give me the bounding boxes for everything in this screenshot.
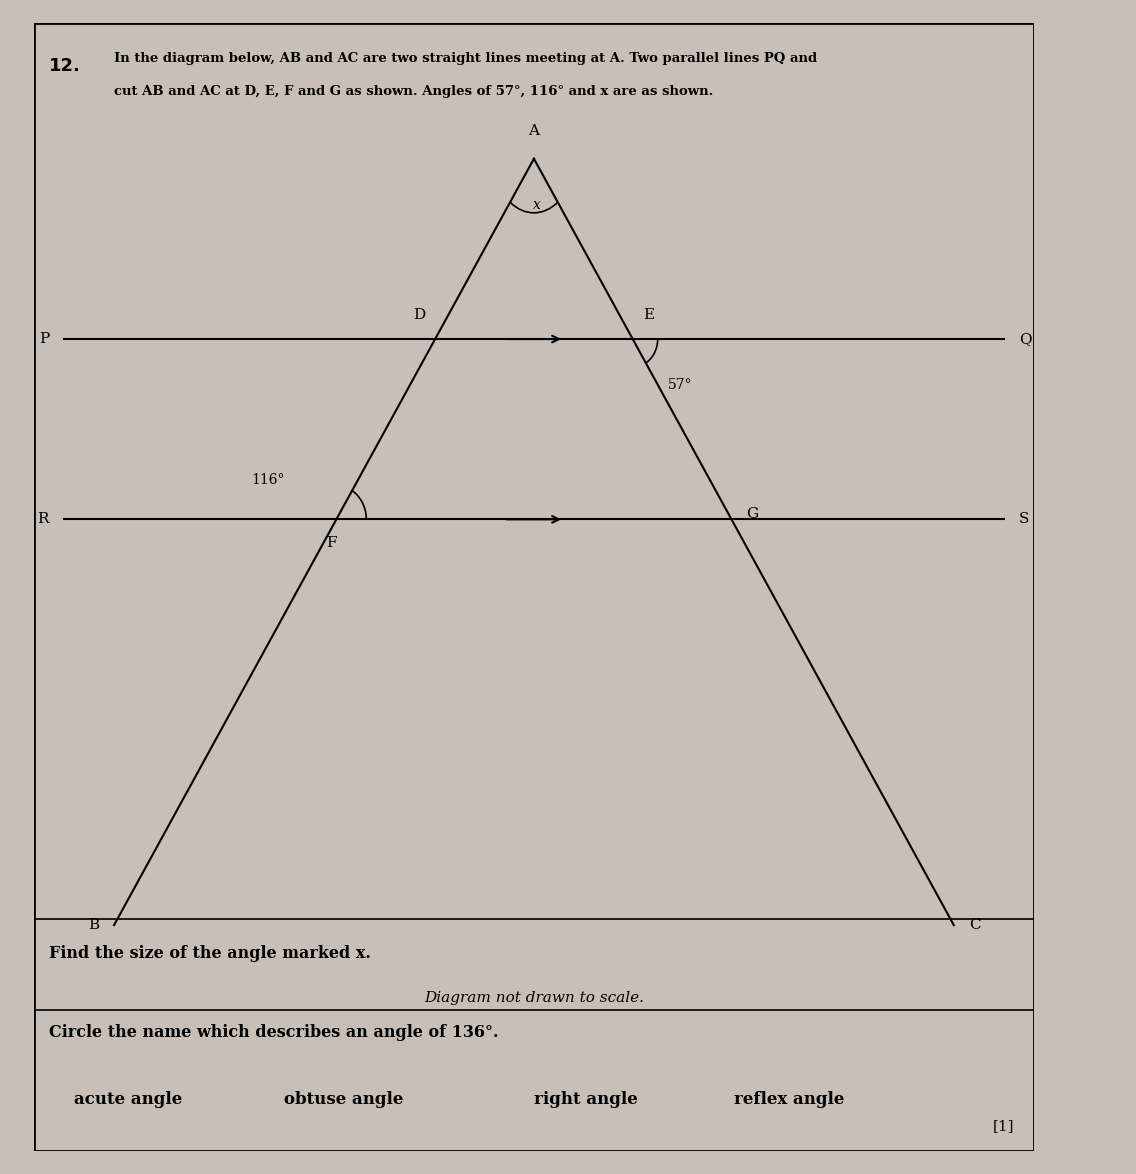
Text: Circle the name which describes an angle of 136°.: Circle the name which describes an angle…: [49, 1024, 499, 1040]
Text: Diagram not drawn to scale.: Diagram not drawn to scale.: [424, 991, 644, 1005]
Text: E: E: [643, 308, 654, 322]
Text: 12.: 12.: [49, 58, 81, 75]
Text: C: C: [969, 918, 980, 932]
Text: S: S: [1019, 512, 1029, 526]
Text: G: G: [746, 507, 759, 521]
Text: In the diagram below, AB and AC are two straight lines meeting at A. Two paralle: In the diagram below, AB and AC are two …: [114, 52, 817, 65]
Text: obtuse angle: obtuse angle: [284, 1092, 403, 1108]
Text: reflex angle: reflex angle: [734, 1092, 844, 1108]
Text: acute angle: acute angle: [74, 1092, 182, 1108]
Text: B: B: [87, 918, 99, 932]
Text: [1]: [1]: [992, 1120, 1013, 1134]
Text: A: A: [528, 124, 540, 139]
Text: x: x: [533, 198, 541, 212]
Text: Find the size of the angle marked x.: Find the size of the angle marked x.: [49, 945, 371, 962]
Text: P: P: [39, 332, 49, 346]
Text: D: D: [412, 308, 425, 322]
Text: Q: Q: [1019, 332, 1031, 346]
Text: R: R: [37, 512, 49, 526]
Text: 116°: 116°: [251, 473, 285, 487]
Text: F: F: [326, 537, 336, 551]
Text: right angle: right angle: [534, 1092, 637, 1108]
Text: cut AB and AC at D, E, F and G as shown. Angles of 57°, 116° and x are as shown.: cut AB and AC at D, E, F and G as shown.…: [114, 86, 713, 99]
Text: 57°: 57°: [668, 378, 692, 392]
